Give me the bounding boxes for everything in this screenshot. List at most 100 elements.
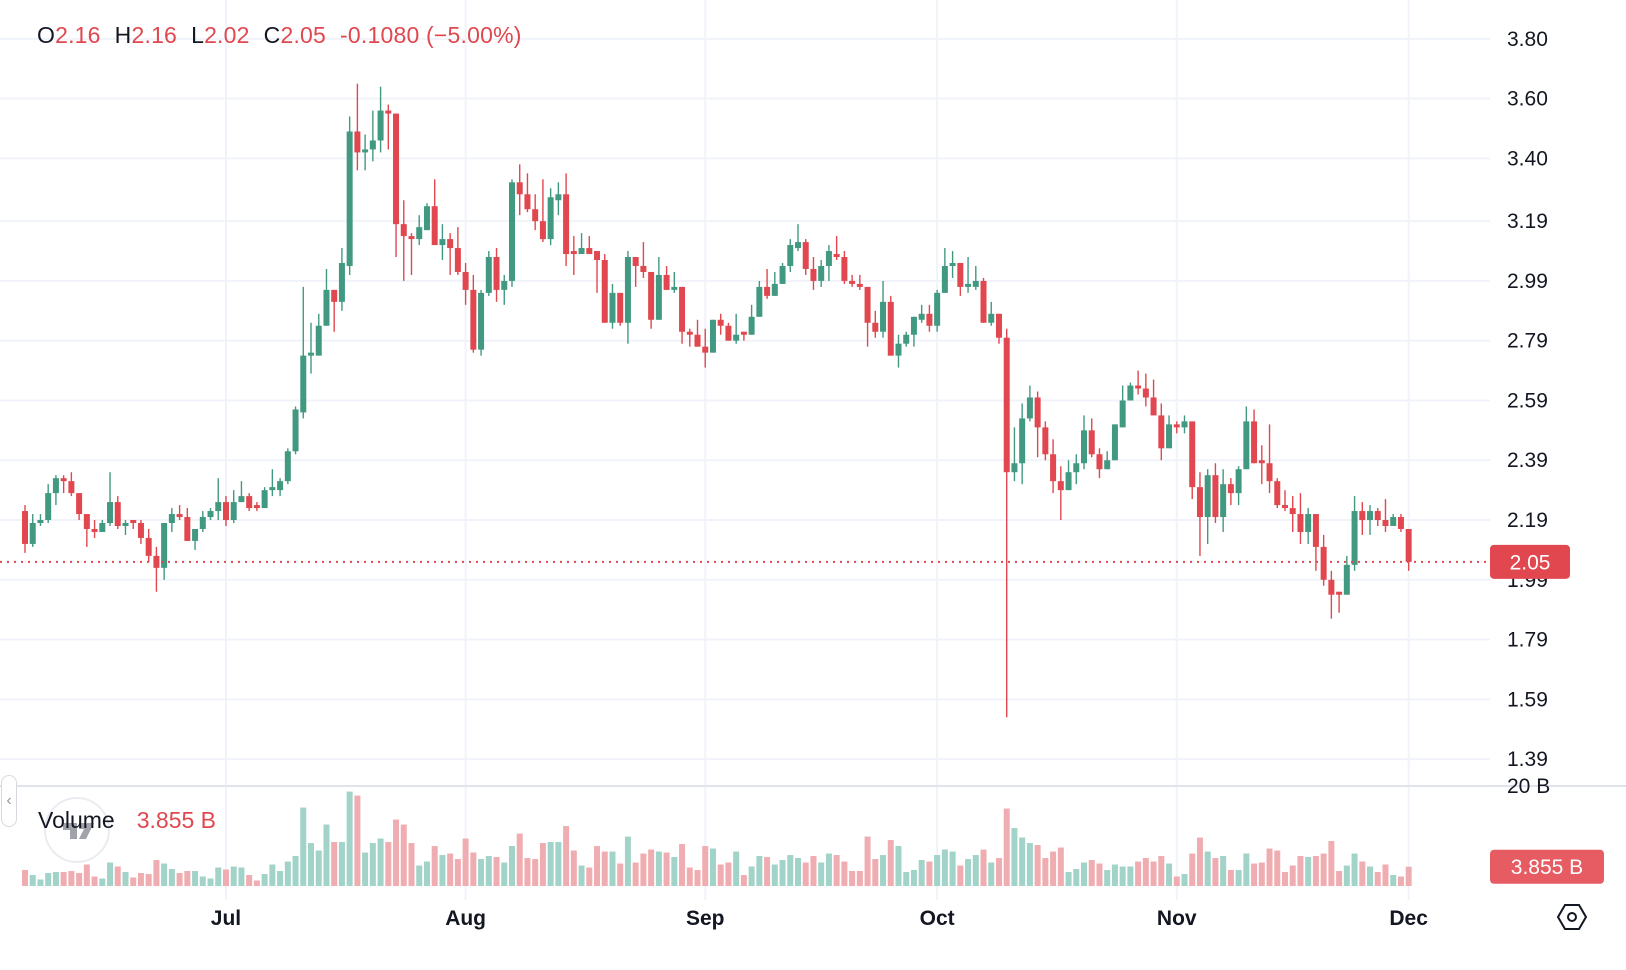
volume-bar	[1166, 863, 1173, 886]
candle-body	[1405, 528, 1412, 562]
candle-body	[1266, 463, 1273, 482]
volume-axis[interactable]: 20 B	[1507, 775, 1550, 798]
volume-bar	[68, 871, 75, 886]
volume-bar	[934, 855, 941, 886]
volume-bar	[354, 795, 361, 886]
candle	[1181, 415, 1188, 434]
volume-bar	[1320, 853, 1327, 886]
candle	[277, 478, 284, 497]
candle	[485, 251, 492, 296]
candle-body	[756, 286, 763, 317]
last-volume-label: 3.855 B	[1490, 849, 1604, 884]
volume-bar	[1042, 858, 1049, 886]
volume-bar	[949, 851, 956, 886]
candle-body	[833, 254, 840, 258]
candle	[1119, 385, 1126, 428]
candle-body	[1050, 454, 1057, 482]
volume-bar	[99, 878, 106, 886]
volume-bar	[76, 873, 83, 886]
volume-bar	[1266, 848, 1273, 886]
volume-bar	[1019, 837, 1026, 886]
candle-body	[1274, 481, 1281, 506]
candle-body	[663, 274, 670, 290]
candle	[1081, 415, 1088, 470]
candle-body	[1367, 511, 1374, 521]
candle	[1390, 514, 1397, 526]
time-tick-label: Nov	[1157, 907, 1197, 930]
volume-bar	[377, 838, 384, 886]
candle-body	[269, 487, 276, 491]
volume-bar	[624, 836, 631, 886]
volume-bar	[733, 851, 740, 886]
candle	[408, 233, 415, 275]
volume-bar	[617, 863, 624, 886]
volume-bar	[192, 871, 199, 886]
candle-body	[99, 523, 106, 532]
volume-bar	[655, 851, 662, 886]
volume-bar	[91, 876, 98, 886]
candle	[895, 334, 902, 368]
candle	[1189, 421, 1196, 500]
volume-bar	[1088, 860, 1095, 886]
candle	[1104, 451, 1111, 470]
candle-body	[1181, 421, 1188, 428]
candle-body	[1011, 463, 1018, 473]
volume-bar	[1065, 872, 1072, 886]
volume-legend[interactable]: Volume 3.855 B	[38, 807, 216, 834]
volume-bar	[895, 846, 902, 886]
candle	[1382, 499, 1389, 532]
candle	[253, 502, 260, 512]
candle	[1073, 454, 1080, 485]
price-tick-label: 2.39	[1507, 449, 1548, 472]
candle	[346, 116, 353, 275]
candle	[1111, 424, 1118, 461]
volume-bar	[362, 852, 369, 886]
candle-body	[1212, 475, 1219, 518]
volume-value: 3.855 B	[136, 807, 217, 833]
volume-bar	[539, 843, 546, 886]
volume-bar	[431, 846, 438, 886]
last-price-value: 2.05	[1510, 551, 1551, 574]
candle-body	[1227, 484, 1234, 494]
candle-body	[130, 520, 137, 524]
volume-bar	[694, 870, 701, 886]
candle	[300, 286, 307, 419]
volume-bar	[122, 872, 129, 886]
volume-bar	[323, 824, 330, 886]
candle-body	[1026, 397, 1033, 419]
candle-body	[594, 251, 601, 261]
volume-bar	[215, 867, 222, 886]
candle	[1150, 379, 1157, 416]
candle	[1220, 469, 1227, 532]
tradingview-logo[interactable]	[44, 797, 110, 863]
candle	[609, 283, 616, 329]
candle	[362, 134, 369, 171]
volume-bar	[1034, 845, 1041, 886]
candle	[1343, 555, 1350, 595]
candle	[1003, 328, 1010, 718]
candle-body	[856, 283, 863, 287]
volume-bar	[1196, 837, 1203, 886]
volume-bar	[454, 859, 461, 886]
candle	[1320, 534, 1327, 586]
price-axis[interactable]: 3.803.603.403.192.992.792.592.392.191.99…	[1507, 28, 1548, 771]
collapse-panel-button[interactable]: ‹	[1, 775, 17, 827]
candle-body	[632, 257, 639, 266]
candle-body	[926, 313, 933, 326]
settings-button[interactable]	[1556, 901, 1588, 933]
volume-bar	[918, 860, 925, 886]
low-value: 2.02	[204, 22, 250, 48]
high-value: 2.16	[131, 22, 178, 48]
candle-body	[222, 502, 229, 521]
time-tick-label: Sep	[686, 907, 725, 930]
candle-body	[1251, 421, 1258, 464]
time-axis[interactable]: Jul Aug Sep Oct Nov Dec	[211, 907, 1428, 930]
candle-body	[640, 265, 647, 272]
candle-body	[362, 149, 369, 153]
candle	[671, 271, 678, 293]
candle-body	[168, 514, 175, 524]
candle	[934, 289, 941, 332]
candle-body	[764, 286, 771, 296]
volume-bar	[1289, 865, 1296, 886]
